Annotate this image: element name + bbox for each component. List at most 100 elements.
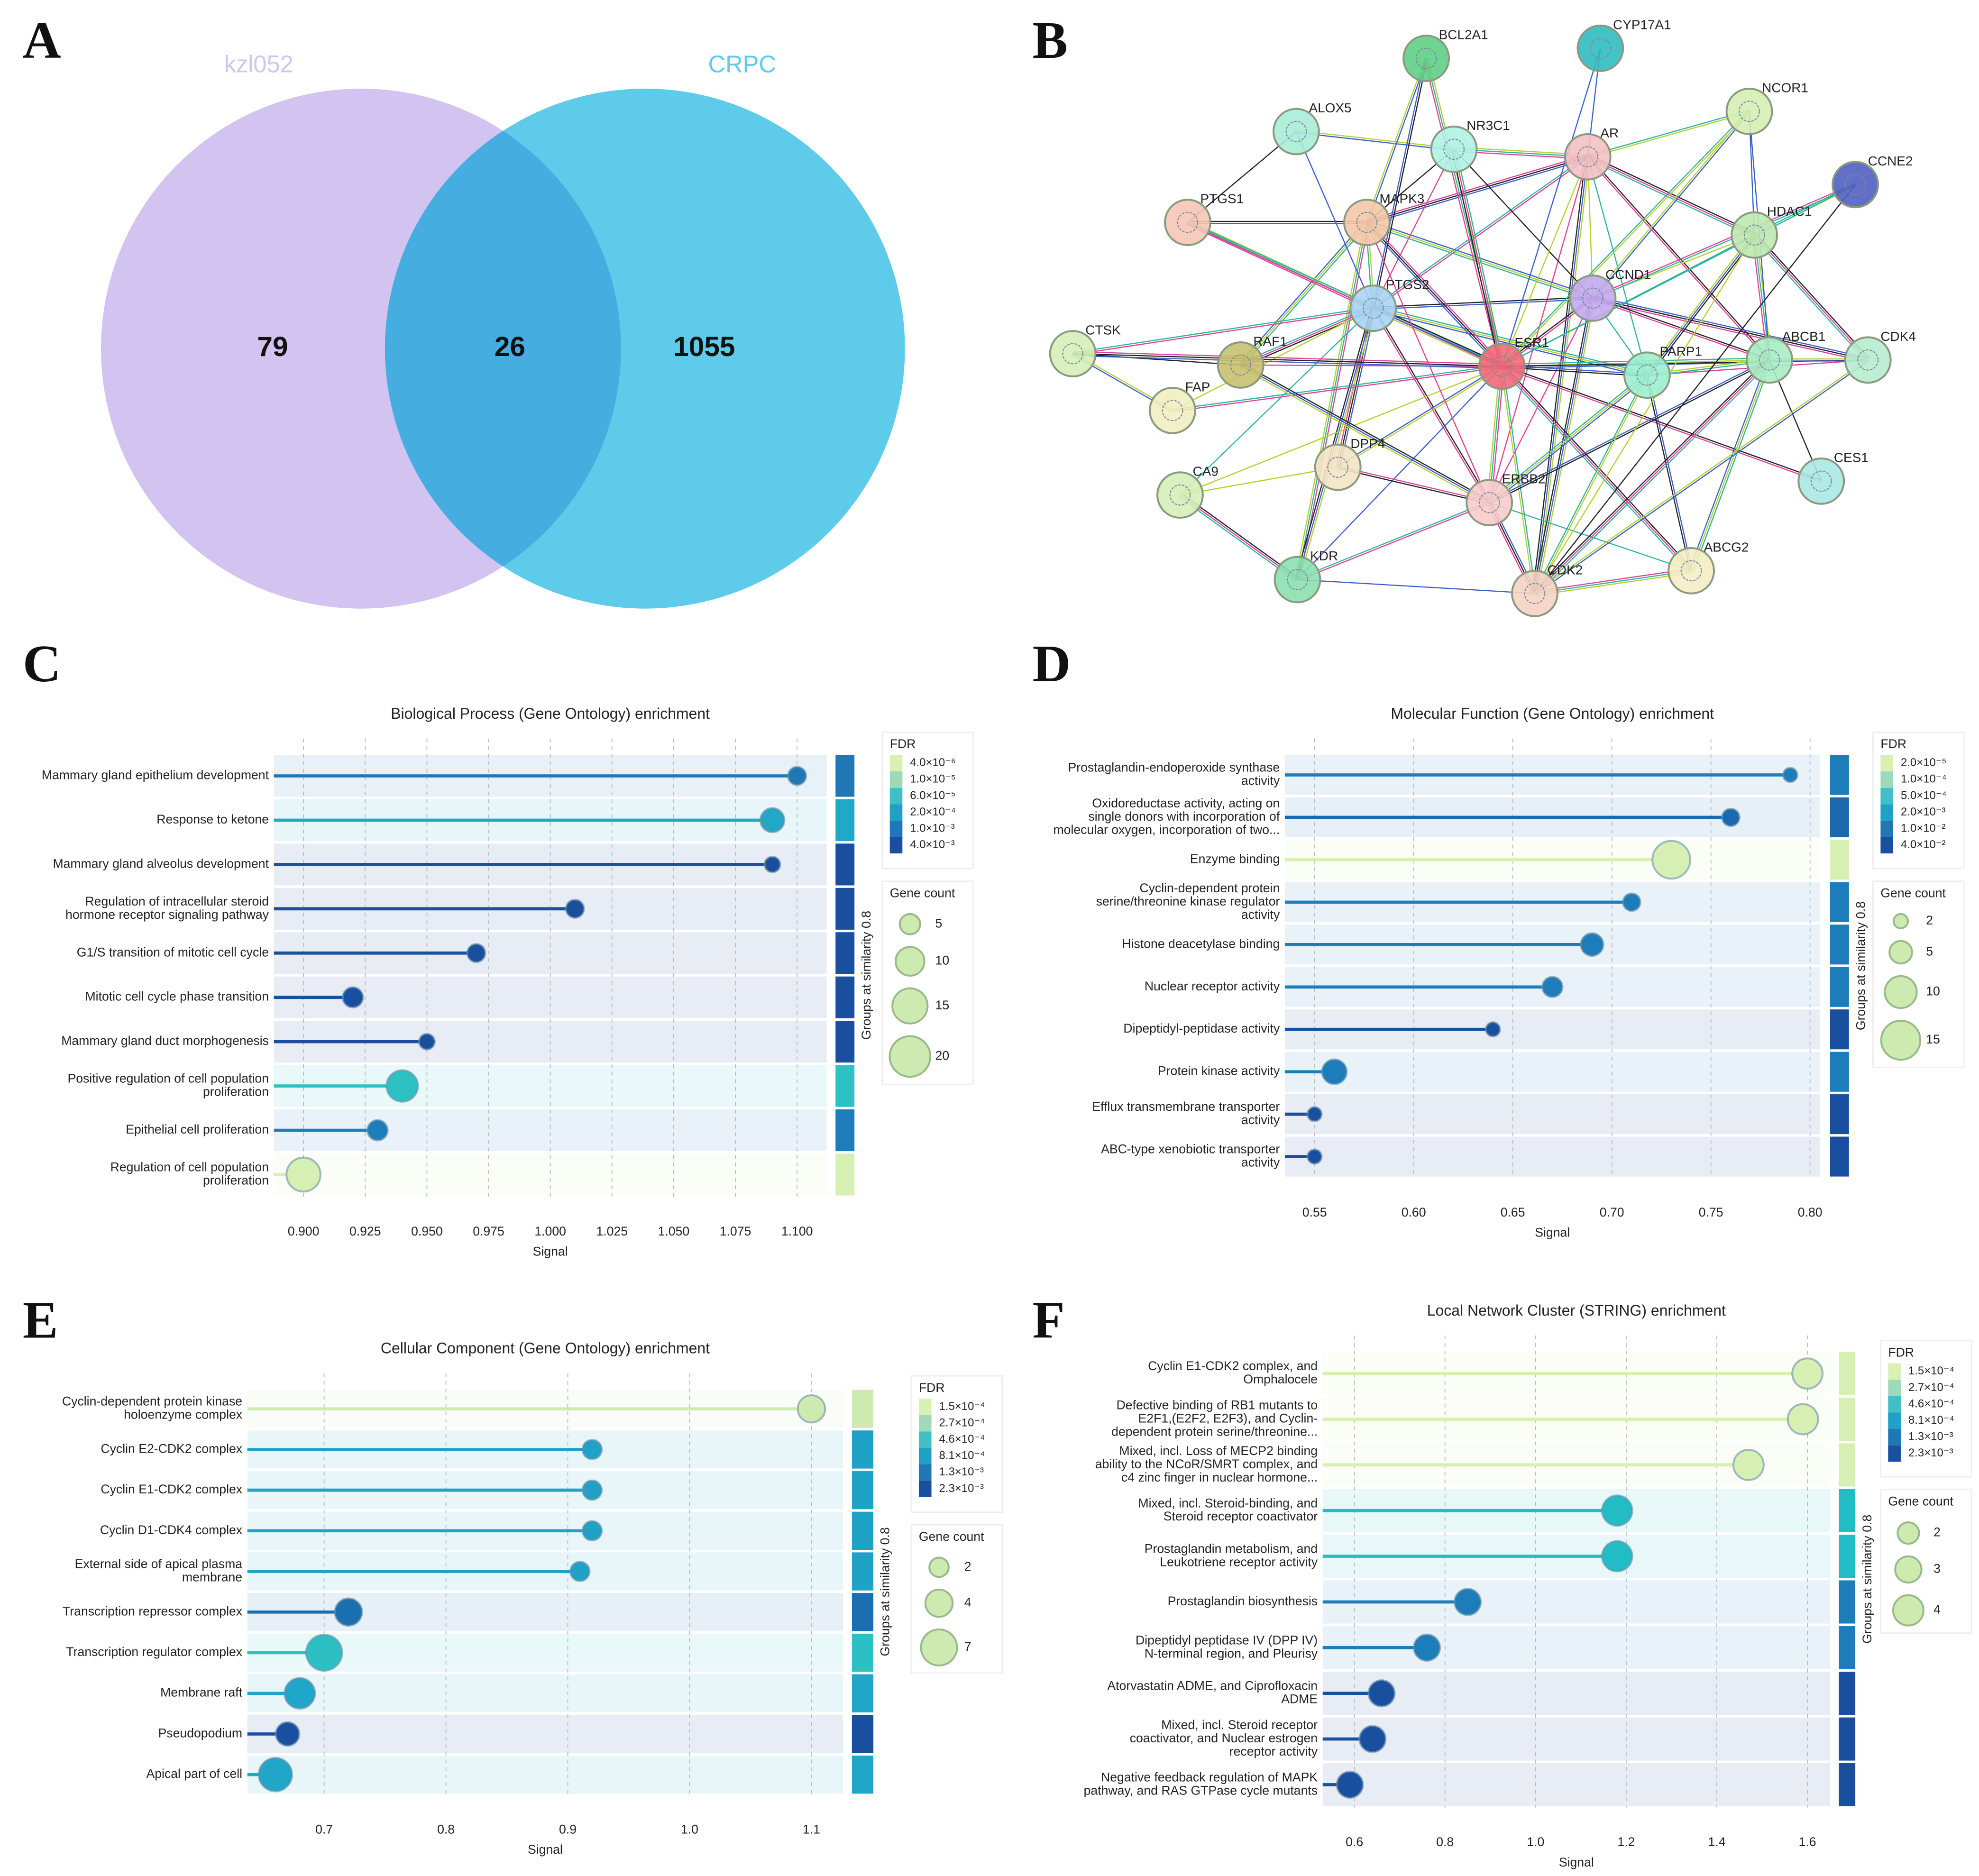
fdr-swatch xyxy=(918,1447,932,1464)
group-bar xyxy=(1839,1717,1856,1761)
edge xyxy=(1501,366,1821,483)
fdr-label: 2.7×10⁻⁴ xyxy=(1908,1381,1954,1394)
group-bar xyxy=(1839,1535,1856,1578)
size-swatch xyxy=(928,1556,950,1578)
venn-overlap xyxy=(385,88,621,609)
edge xyxy=(1533,374,1647,594)
edge xyxy=(1451,149,1501,367)
category-line: External side of apical plasma xyxy=(75,1557,243,1571)
edge xyxy=(1591,110,1749,298)
edge xyxy=(1371,58,1426,308)
edge xyxy=(1455,148,1505,366)
edge xyxy=(1593,295,1869,359)
group-bar xyxy=(835,755,855,797)
x-tick-label: 0.925 xyxy=(349,1224,381,1238)
point xyxy=(1622,892,1641,912)
x-axis-label: Signal xyxy=(528,1842,563,1857)
size-label: 3 xyxy=(1933,1561,1941,1575)
group-bar xyxy=(1830,1136,1849,1177)
x-tick-label: 0.6 xyxy=(1346,1835,1363,1849)
group-bar xyxy=(852,1511,874,1550)
node-label: CA9 xyxy=(1193,464,1219,479)
category-line: N-terminal region, and Pleurisy xyxy=(1145,1646,1318,1660)
edge xyxy=(1297,366,1503,580)
size-swatch xyxy=(1892,1594,1924,1627)
point xyxy=(418,1033,436,1051)
category-line: single donors with incorporation of xyxy=(1088,809,1280,824)
group-bar xyxy=(852,1593,874,1631)
point xyxy=(1367,1679,1396,1708)
category-line: c4 zinc finger in nuclear hormone... xyxy=(1121,1470,1318,1484)
edge xyxy=(1593,297,1869,361)
point xyxy=(581,1520,603,1542)
edge xyxy=(1489,502,1692,571)
edge xyxy=(1239,366,1489,505)
x-tick-label: 1.025 xyxy=(596,1224,628,1238)
fdr-label: 4.0×10⁻³ xyxy=(910,838,955,851)
category-label: Mammary gland epithelium development xyxy=(42,768,269,782)
row-band xyxy=(1284,1052,1820,1092)
category-line: Leukotriene receptor activity xyxy=(1160,1555,1318,1569)
edge xyxy=(1535,360,1869,595)
row-band xyxy=(274,1153,827,1196)
category-label: Nuclear receptor activity xyxy=(1145,979,1280,993)
edge xyxy=(1425,58,1503,366)
category-line: Mammary gland epithelium development xyxy=(42,768,269,782)
category-label: Pseudopodium xyxy=(158,1726,243,1740)
fdr-label: 4.0×10⁻⁶ xyxy=(910,756,955,769)
node-core xyxy=(1062,343,1084,365)
category-label: Regulation of cell population proliferati… xyxy=(110,1160,269,1188)
x-tick-label: 1.075 xyxy=(720,1224,751,1238)
category-line: Efflux transmembrane transporter xyxy=(1092,1099,1280,1114)
edge xyxy=(1534,568,1691,592)
x-tick-label: 1.000 xyxy=(534,1224,566,1238)
category-line: Epithelial cell proliferation xyxy=(126,1122,269,1136)
size-label: 5 xyxy=(1926,944,1933,959)
point xyxy=(759,807,786,833)
point xyxy=(1580,932,1604,957)
edge xyxy=(1299,222,1370,580)
node-label: CDK2 xyxy=(1548,562,1583,577)
point xyxy=(1721,807,1741,827)
size-label: 20 xyxy=(935,1048,950,1062)
category-label: Histone deacetylase binding xyxy=(1122,936,1280,951)
group-bar xyxy=(1839,1763,1856,1806)
category-line: Mammary gland alveolus development xyxy=(53,856,269,870)
legend-title: Gene count xyxy=(1880,886,1946,900)
node xyxy=(1564,133,1612,181)
node-core xyxy=(1743,224,1765,246)
fdr-swatch xyxy=(1880,837,1893,854)
edge xyxy=(1238,220,1366,364)
edge xyxy=(1372,156,1588,308)
fdr-swatch xyxy=(889,787,903,805)
category-line: Mixed, incl. Steroid receptor xyxy=(1161,1718,1318,1732)
point xyxy=(1782,767,1798,783)
category-label: Apical part of cell xyxy=(146,1766,242,1781)
node xyxy=(1430,125,1478,173)
x-tick-label: 1.6 xyxy=(1799,1835,1816,1849)
point xyxy=(1541,976,1564,998)
edge xyxy=(1533,358,1768,593)
size-swatch xyxy=(1892,913,1909,930)
category-line: Regulation of cell population xyxy=(110,1160,269,1174)
fdr-swatch xyxy=(889,837,903,854)
point xyxy=(1601,1540,1633,1573)
node xyxy=(1478,342,1526,390)
fdr-label: 5.0×10⁻⁴ xyxy=(1901,789,1947,802)
fdr-swatch xyxy=(1880,787,1893,805)
panel-label: C xyxy=(23,634,61,693)
edge xyxy=(1180,308,1374,496)
node xyxy=(1576,24,1624,72)
chart-title: Biological Process (Gene Ontology) enric… xyxy=(391,705,710,722)
group-label: Groups at similarity 0.8 xyxy=(859,911,873,1040)
point xyxy=(1336,1770,1364,1799)
node-core xyxy=(1857,349,1879,371)
edge xyxy=(1588,111,1750,158)
node-label: NCOR1 xyxy=(1762,80,1808,95)
group-bar xyxy=(1830,1009,1849,1050)
node xyxy=(1569,274,1617,322)
legend-title: FDR xyxy=(919,1381,945,1395)
edge xyxy=(1500,367,1690,573)
category-line: Enzyme binding xyxy=(1190,851,1280,866)
x-tick-label: 1.0 xyxy=(681,1822,698,1837)
